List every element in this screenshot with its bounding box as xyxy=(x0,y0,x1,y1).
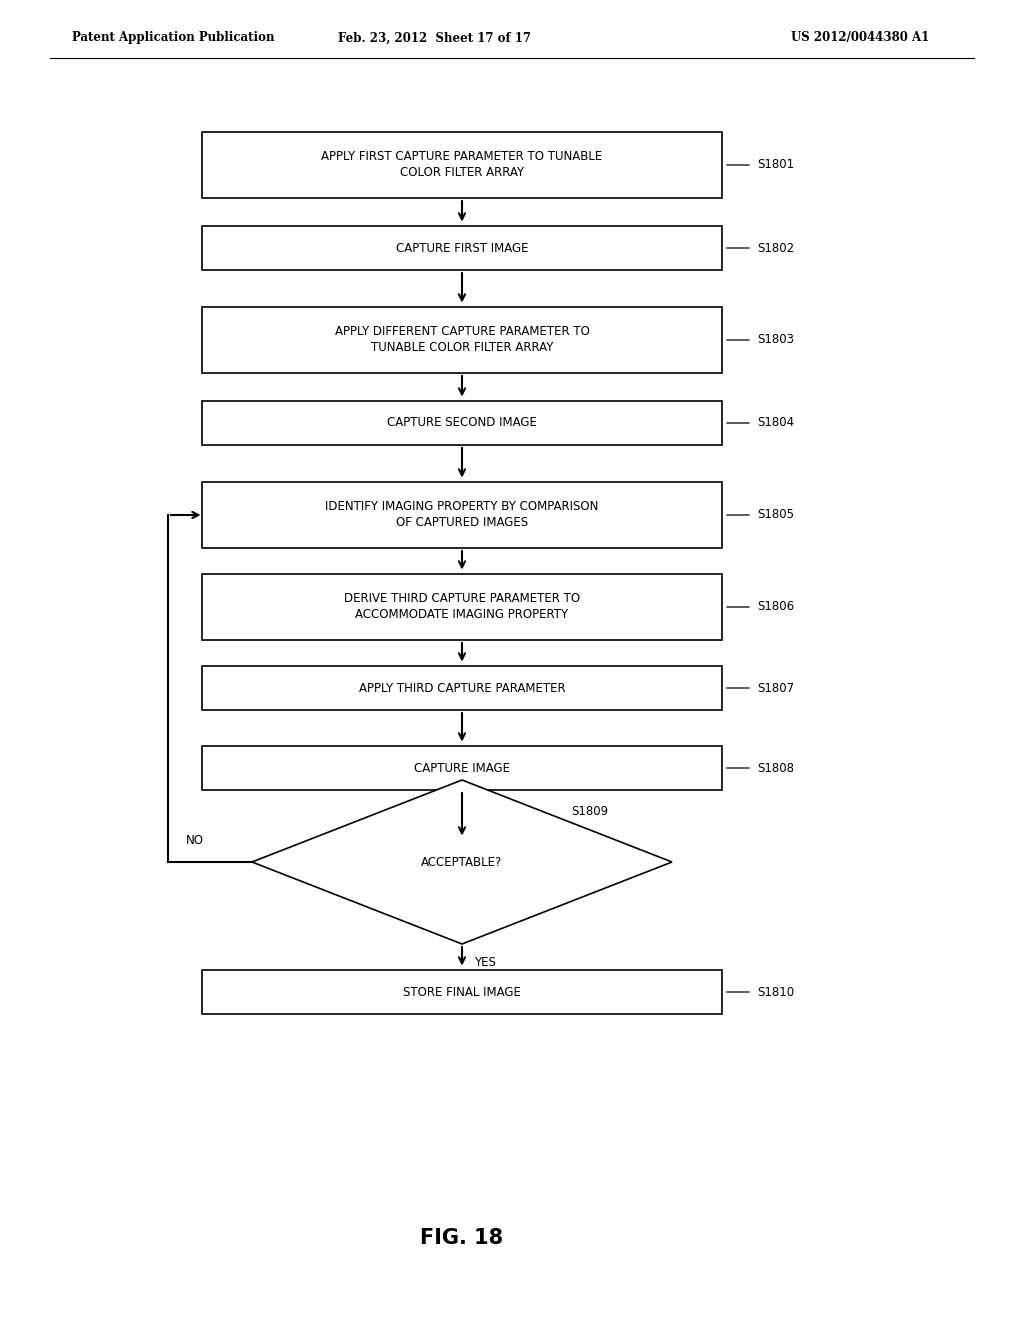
FancyBboxPatch shape xyxy=(202,574,722,640)
Text: YES: YES xyxy=(474,956,496,969)
Text: S1806: S1806 xyxy=(757,601,795,614)
Text: IDENTIFY IMAGING PROPERTY BY COMPARISON
OF CAPTURED IMAGES: IDENTIFY IMAGING PROPERTY BY COMPARISON … xyxy=(326,500,599,529)
FancyBboxPatch shape xyxy=(202,970,722,1014)
Text: S1805: S1805 xyxy=(757,508,794,521)
Text: CAPTURE IMAGE: CAPTURE IMAGE xyxy=(414,762,510,775)
Text: CAPTURE FIRST IMAGE: CAPTURE FIRST IMAGE xyxy=(395,242,528,255)
Polygon shape xyxy=(252,780,672,944)
Text: S1801: S1801 xyxy=(757,158,795,172)
Text: NO: NO xyxy=(186,833,204,846)
Text: S1808: S1808 xyxy=(757,762,794,775)
Text: ACCEPTABLE?: ACCEPTABLE? xyxy=(421,855,503,869)
Text: US 2012/0044380 A1: US 2012/0044380 A1 xyxy=(791,32,929,45)
Text: Patent Application Publication: Patent Application Publication xyxy=(72,32,274,45)
Text: Feb. 23, 2012  Sheet 17 of 17: Feb. 23, 2012 Sheet 17 of 17 xyxy=(339,32,531,45)
Text: S1810: S1810 xyxy=(757,986,795,998)
Text: CAPTURE SECOND IMAGE: CAPTURE SECOND IMAGE xyxy=(387,417,537,429)
Text: S1802: S1802 xyxy=(757,242,795,255)
Text: DERIVE THIRD CAPTURE PARAMETER TO
ACCOMMODATE IMAGING PROPERTY: DERIVE THIRD CAPTURE PARAMETER TO ACCOMM… xyxy=(344,593,580,622)
FancyBboxPatch shape xyxy=(202,401,722,445)
Text: FIG. 18: FIG. 18 xyxy=(421,1228,504,1247)
FancyBboxPatch shape xyxy=(202,746,722,789)
Text: S1807: S1807 xyxy=(757,681,795,694)
FancyBboxPatch shape xyxy=(202,132,722,198)
Text: S1803: S1803 xyxy=(757,334,794,346)
FancyBboxPatch shape xyxy=(202,482,722,548)
Text: S1804: S1804 xyxy=(757,417,795,429)
FancyBboxPatch shape xyxy=(202,667,722,710)
Text: APPLY DIFFERENT CAPTURE PARAMETER TO
TUNABLE COLOR FILTER ARRAY: APPLY DIFFERENT CAPTURE PARAMETER TO TUN… xyxy=(335,326,590,355)
Text: STORE FINAL IMAGE: STORE FINAL IMAGE xyxy=(403,986,521,998)
FancyBboxPatch shape xyxy=(202,308,722,374)
Text: APPLY THIRD CAPTURE PARAMETER: APPLY THIRD CAPTURE PARAMETER xyxy=(358,681,565,694)
FancyBboxPatch shape xyxy=(202,226,722,271)
Text: APPLY FIRST CAPTURE PARAMETER TO TUNABLE
COLOR FILTER ARRAY: APPLY FIRST CAPTURE PARAMETER TO TUNABLE… xyxy=(322,150,603,180)
Text: S1809: S1809 xyxy=(571,805,608,817)
